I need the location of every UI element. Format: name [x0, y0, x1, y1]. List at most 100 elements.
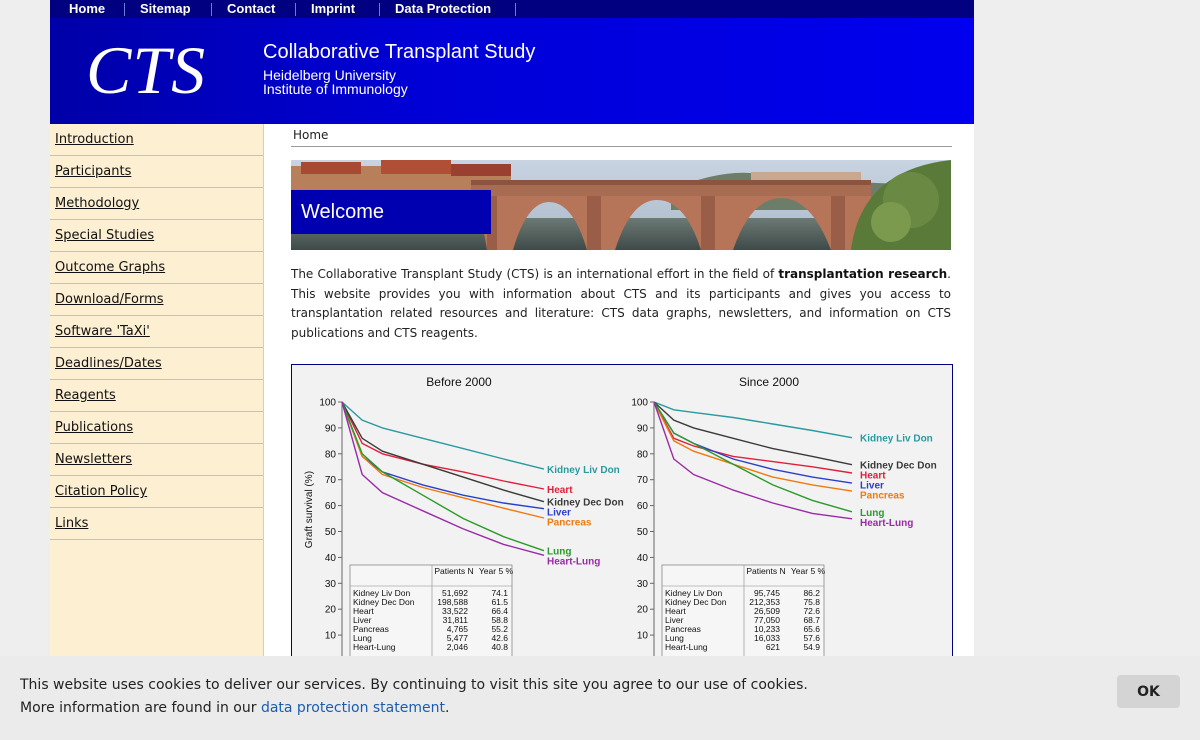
table-cell-group: Liver: [353, 615, 372, 625]
topnav-separator: [515, 3, 516, 16]
table-cell-group: Pancreas: [353, 624, 389, 634]
y-tick-label: 100: [319, 398, 336, 409]
table-header-year5: Year 5 %: [791, 566, 826, 576]
table-cell-group: Heart: [353, 606, 374, 616]
y-tick-label: 40: [325, 553, 337, 564]
series-label: Kidney Liv Don: [547, 465, 620, 476]
y-tick-label: 30: [637, 579, 649, 590]
topnav-data-protection[interactable]: Data Protection: [395, 1, 492, 16]
table-cell-patients: 77,050: [754, 615, 780, 625]
series-label: Heart: [860, 471, 886, 482]
table-cell-year5: 75.8: [803, 597, 820, 607]
table-cell-patients: 4,765: [447, 624, 469, 634]
intro-bold-text: transplantation research: [778, 267, 948, 281]
table-cell-year5: 74.1: [491, 588, 508, 598]
table-cell-patients: 31,811: [443, 615, 469, 625]
series-line-lung: [341, 401, 545, 552]
y-tick-label: 50: [637, 527, 649, 538]
table-cell-patients: 95,745: [754, 588, 780, 598]
table-cell-group: Heart: [665, 606, 686, 616]
cookie-more-prefix: More information are found in our: [20, 700, 261, 716]
graft-survival-chart: Before 2000 10 20 30 40 50 60 70 80 90 100 Graft su…: [304, 375, 937, 663]
sidebar-item-publications[interactable]: Publications: [50, 412, 263, 444]
data-protection-link[interactable]: data protection statement: [260, 700, 445, 716]
top-navigation: Home Sitemap Contact Imprint Data Protec…: [50, 0, 974, 18]
sidebar-item-links[interactable]: Links: [50, 508, 263, 540]
series-line-pancreas: [341, 401, 545, 519]
sidebar-item-software-taxi[interactable]: Software 'TaXi': [50, 316, 263, 348]
sidebar-item-introduction[interactable]: Introduction: [50, 124, 263, 156]
topnav-home[interactable]: Home: [69, 1, 106, 16]
sidebar-item-download-forms[interactable]: Download/Forms: [50, 284, 263, 316]
y-tick-label: 100: [631, 398, 648, 409]
cts-logo[interactable]: CTS: [86, 32, 207, 108]
table-cell-group: Liver: [665, 615, 684, 625]
table-cell-patients: 621: [766, 642, 780, 652]
table-cell-year5: 57.6: [803, 633, 820, 643]
sidebar-item-deadlines-dates[interactable]: Deadlines/Dates: [50, 348, 263, 380]
topnav-imprint[interactable]: Imprint: [311, 1, 356, 16]
table-header-patients: Patients N: [746, 566, 785, 576]
breadcrumb: Home: [291, 127, 952, 147]
intro-text-2: . This website provides you with informa…: [291, 267, 951, 340]
chart-title: Before 2000: [426, 375, 492, 389]
y-tick-label: 90: [637, 423, 649, 434]
graft-survival-graph[interactable]: Before 2000 10 20 30 40 50 60 70 80 90 100 Graft su…: [291, 364, 953, 664]
y-tick-label: 60: [325, 501, 337, 512]
y-tick-label: 70: [325, 475, 337, 486]
topnav-separator: [295, 3, 296, 16]
topnav-sitemap[interactable]: Sitemap: [140, 1, 191, 16]
intro-text-1: The Collaborative Transplant Study (CTS)…: [291, 267, 779, 281]
sidebar-item-special-studies[interactable]: Special Studies: [50, 220, 263, 252]
series-line-kidney-liv-don: [341, 401, 545, 470]
series-label: Pancreas: [547, 518, 592, 529]
series-line-pancreas: [653, 401, 853, 492]
series-label: Kidney Dec Don: [860, 461, 937, 472]
table-cell-year5: 54.9: [803, 642, 820, 652]
table-cell-year5: 61.5: [491, 597, 508, 607]
y-tick-label: 50: [325, 527, 337, 538]
table-cell-year5: 58.8: [491, 615, 508, 625]
sidebar-item-methodology[interactable]: Methodology: [50, 188, 263, 220]
y-tick-label: 60: [637, 501, 649, 512]
table-cell-year5: 86.2: [803, 588, 820, 598]
sidebar-item-newsletters[interactable]: Newsletters: [50, 444, 263, 476]
topnav-separator: [211, 3, 212, 16]
series-line-heart-lung: [653, 401, 853, 520]
table-cell-year5: 72.6: [803, 606, 820, 616]
breadcrumb-home[interactable]: Home: [293, 128, 329, 142]
y-tick-label: 40: [637, 553, 649, 564]
sidebar-item-outcome-graphs[interactable]: Outcome Graphs: [50, 252, 263, 284]
cookie-banner: This website uses cookies to deliver our…: [0, 656, 1200, 740]
series-line-lung: [653, 401, 853, 513]
y-tick-label: 20: [325, 605, 337, 616]
sidebar-item-participants[interactable]: Participants: [50, 156, 263, 188]
table-header-year5: Year 5 %: [479, 566, 514, 576]
series-line-kidney-dec-don: [341, 401, 545, 503]
topnav-contact[interactable]: Contact: [227, 1, 276, 16]
series-label: Liver: [860, 481, 884, 492]
series-label: Heart-Lung: [860, 518, 913, 529]
series-label: Kidney Liv Don: [860, 434, 933, 445]
welcome-hero-image: Welcome: [291, 160, 951, 250]
sidebar-item-reagents[interactable]: Reagents: [50, 380, 263, 412]
table-cell-patients: 51,692: [442, 588, 468, 598]
y-tick-label: 90: [325, 423, 337, 434]
y-tick-label: 80: [325, 449, 337, 460]
table-cell-group: Heart-Lung: [353, 642, 396, 652]
y-axis-label: Graft survival (%): [304, 471, 315, 548]
cookie-text: This website uses cookies to deliver our…: [20, 677, 808, 693]
cookie-text-more: More information are found in our data p…: [20, 700, 449, 716]
site-subtitle-institute: Institute of Immunology: [263, 81, 408, 97]
table-cell-group: Kidney Dec Don: [353, 597, 415, 607]
table-cell-group: Pancreas: [665, 624, 701, 634]
cookie-ok-button[interactable]: OK: [1117, 675, 1180, 708]
welcome-heading: Welcome: [291, 190, 491, 234]
table-cell-group: Kidney Liv Don: [353, 588, 410, 598]
table-cell-patients: 212,353: [749, 597, 780, 607]
sidebar-item-citation-policy[interactable]: Citation Policy: [50, 476, 263, 508]
series-label: Kidney Dec Don: [547, 498, 624, 509]
table-cell-patients: 26,509: [754, 606, 780, 616]
series-line-heart-lung: [341, 401, 545, 556]
summary-table-frame: [661, 564, 825, 663]
